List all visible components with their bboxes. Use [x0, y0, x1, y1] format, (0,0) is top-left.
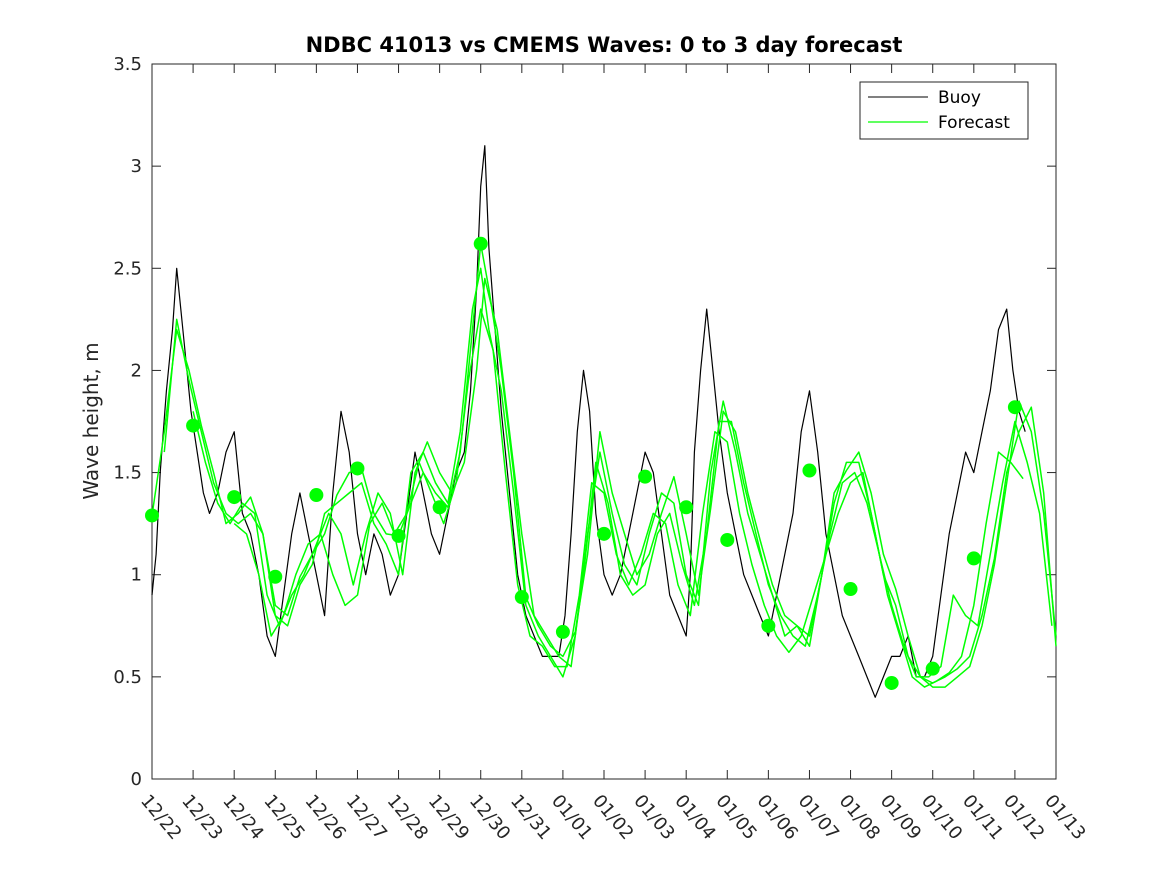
legend-box [859, 81, 1029, 140]
x-tick-label: 01/11 [958, 791, 1007, 844]
series-line-forecast-run-4 [233, 308, 1024, 688]
x-tick-label: 01/12 [999, 791, 1048, 844]
forecast-marker [597, 526, 611, 541]
forecast-marker [843, 582, 858, 597]
y-tick-label: 2 [131, 360, 142, 381]
x-tick-label: 01/02 [588, 791, 637, 844]
forecast-marker [966, 551, 981, 566]
y-axis: 0 0.5 1 1.5 2 2.5 3 3.5 [113, 54, 1056, 790]
x-tick-label: 12/29 [424, 791, 473, 844]
x-tick-label: 12/30 [465, 791, 514, 844]
series-line-forecast-run-3 [192, 277, 1053, 678]
series-line-forecast-run-1 [151, 243, 1057, 684]
forecast-marker [227, 490, 242, 505]
chart-title: NDBC 41013 vs CMEMS Waves: 0 to 3 day fo… [306, 33, 903, 57]
forecast-marker [514, 590, 529, 605]
marker-layer [145, 236, 1022, 690]
forecast-marker [145, 508, 159, 523]
plot-area [151, 63, 1057, 780]
x-tick-label: 12/26 [301, 791, 350, 844]
forecast-marker [432, 500, 447, 515]
forecast-marker [309, 488, 324, 503]
forecast-marker [884, 675, 899, 690]
x-tick-label: 12/23 [177, 791, 226, 844]
forecast-marker [1007, 400, 1022, 415]
x-tick-label: 01/05 [711, 791, 760, 844]
y-tick-label: 0.5 [113, 667, 142, 688]
forecast-marker [391, 528, 406, 543]
x-tick-label: 12/22 [136, 791, 185, 844]
legend-label-forecast: Forecast [938, 113, 1010, 133]
x-tick-label: 12/25 [259, 791, 308, 844]
x-tick-label: 12/31 [506, 791, 555, 844]
forecast-marker [720, 532, 735, 547]
x-tick-label: 01/10 [917, 791, 966, 844]
y-tick-label: 0 [131, 769, 142, 790]
y-tick-label: 3 [131, 156, 142, 177]
x-tick-label: 01/06 [753, 791, 802, 844]
legend: Buoy Forecast [859, 81, 1029, 140]
y-tick-label: 2.5 [113, 258, 142, 279]
forecast-marker [638, 469, 653, 484]
forecast-marker [679, 500, 694, 515]
x-tick-label: 12/24 [218, 791, 267, 844]
y-tick-label: 1 [131, 565, 142, 586]
x-tick-label: 01/03 [629, 791, 678, 844]
legend-label-buoy: Buoy [938, 88, 981, 108]
y-axis-label: Wave height, m [79, 342, 103, 499]
y-tick-label: 1.5 [113, 463, 142, 484]
forecast-marker [473, 236, 488, 251]
forecast-marker [761, 618, 776, 633]
x-tick-label: 01/07 [794, 791, 843, 844]
forecast-marker [350, 461, 365, 476]
forecast-marker [802, 463, 817, 478]
x-tick-label: 01/09 [876, 791, 925, 844]
x-tick-label: 01/13 [1040, 791, 1089, 844]
forecast-marker [186, 418, 201, 433]
x-tick-label: 12/28 [383, 791, 432, 844]
x-tick-label: 12/27 [342, 791, 391, 844]
series-layer [151, 145, 1057, 698]
x-tick-label: 01/08 [835, 791, 884, 844]
x-tick-label: 01/01 [547, 791, 596, 844]
forecast-marker [925, 661, 940, 676]
x-tick-label: 01/04 [670, 791, 719, 844]
forecast-marker [555, 624, 570, 639]
series-line-forecast-run-2 [163, 267, 1057, 688]
series-line-buoy [151, 145, 1026, 698]
y-tick-label: 3.5 [113, 54, 142, 75]
forecast-marker [268, 569, 283, 584]
